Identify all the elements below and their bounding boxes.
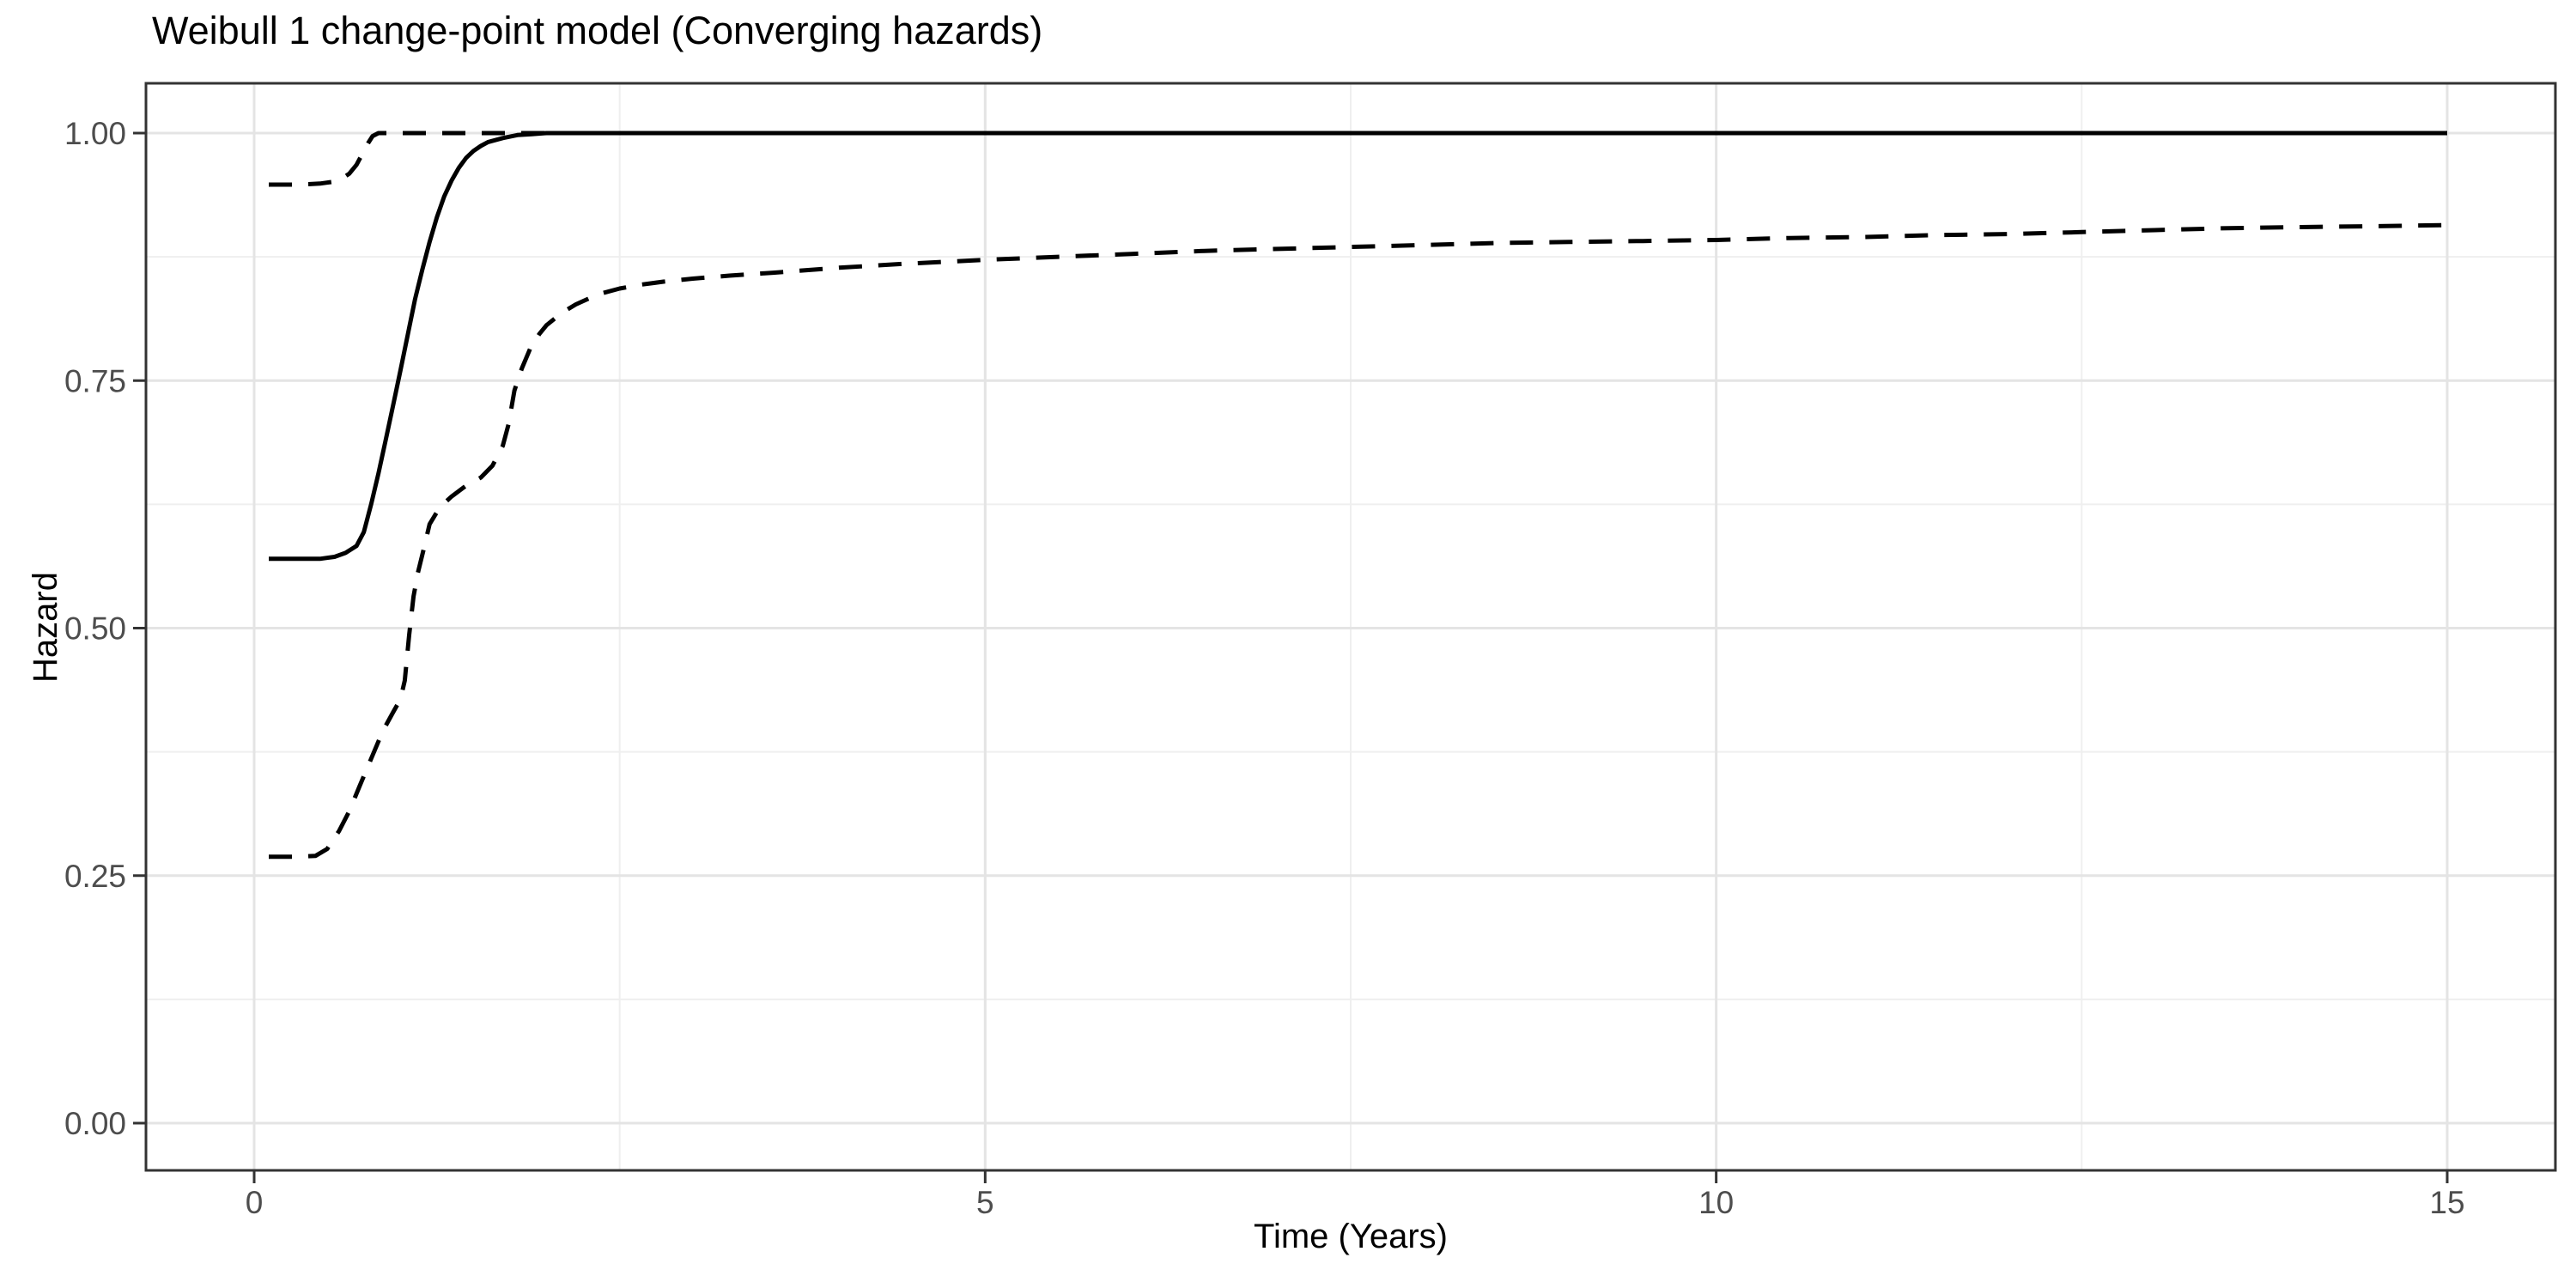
x-tick-label: 0	[246, 1185, 264, 1220]
y-axis-title: Hazard	[26, 571, 64, 683]
y-tick-label: 0.00	[64, 1106, 126, 1141]
y-tick-label: 0.50	[64, 611, 126, 647]
x-tick-label: 5	[976, 1185, 994, 1220]
x-axis-title: Time (Years)	[1254, 1218, 1448, 1255]
plot-title: Weibull 1 change-point model (Converging…	[152, 9, 1043, 52]
y-tick-label: 1.00	[64, 116, 126, 151]
lower-95ci-line	[269, 222, 2448, 860]
x-tick-label: 15	[2429, 1185, 2464, 1220]
y-axis-title-box: Hazard	[15, 83, 76, 1170]
x-tick-label: 10	[1698, 1185, 1734, 1220]
median-hazard-line	[269, 131, 2447, 562]
y-tick-label: 0.25	[64, 859, 126, 894]
y-tick-label: 0.75	[64, 363, 126, 398]
upper-95ci-line	[269, 131, 2447, 187]
